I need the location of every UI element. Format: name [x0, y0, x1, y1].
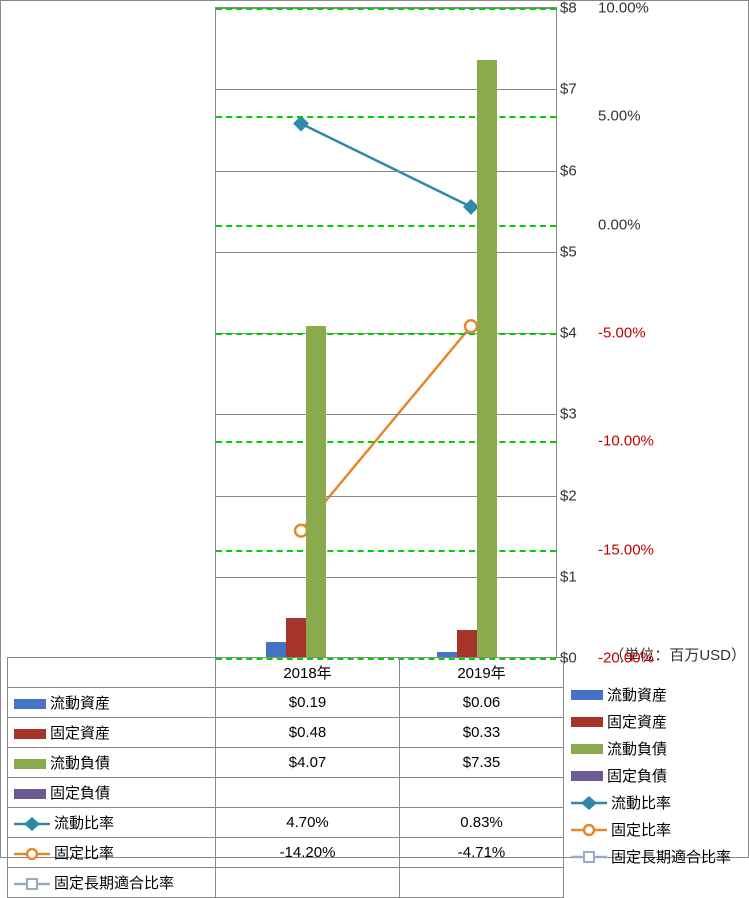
y1-tick-label: $1 [560, 568, 592, 585]
data-table: 2018年 2019年 流動資産$0.19$0.06固定資産$0.48$0.33… [7, 657, 564, 898]
series-name: 流動資産 [50, 695, 110, 712]
legend-label: 固定負債 [607, 765, 667, 786]
series-name: 流動比率 [54, 815, 114, 832]
y1-tick-label: $8 [560, 0, 592, 17]
legend-item: 流動資産 [571, 681, 747, 708]
series-name: 流動負債 [50, 755, 110, 772]
col-2018: 2018年 [216, 658, 400, 688]
chart-area: （単位：百万USD） $0$1$2$3$4$5$6$7$8-20.00%-15.… [7, 7, 564, 657]
bar-流動負債 [477, 60, 497, 657]
y1-tick-label: $0 [560, 650, 592, 667]
y2-tick-label: 10.00% [598, 0, 656, 17]
legend-label: 固定資産 [607, 711, 667, 732]
legend-label: 流動負債 [607, 738, 667, 759]
y2-tick-label: 0.00% [598, 216, 656, 233]
y2-tick-label: -5.00% [598, 325, 656, 342]
table-row: 流動資産$0.19$0.06 [8, 688, 564, 718]
col-2019: 2019年 [400, 658, 564, 688]
y2-tick-label: -10.00% [598, 433, 656, 450]
series-name: 固定比率 [54, 845, 114, 862]
legend-item: 固定長期適合比率 [571, 843, 747, 870]
y1-tick-label: $6 [560, 162, 592, 179]
legend-item: 流動負債 [571, 735, 747, 762]
y1-tick-label: $3 [560, 406, 592, 423]
legend-label: 流動比率 [611, 792, 671, 813]
y2-tick-label: -15.00% [598, 541, 656, 558]
legend-label: 固定長期適合比率 [611, 846, 731, 867]
table-row: 固定長期適合比率 [8, 868, 564, 898]
y1-tick-label: $5 [560, 243, 592, 260]
bar-固定資産 [286, 618, 306, 657]
table-row: 固定比率-14.20%-4.71% [8, 838, 564, 868]
y1-tick-label: $4 [560, 325, 592, 342]
plot-area: （単位：百万USD） $0$1$2$3$4$5$6$7$8-20.00%-15.… [215, 7, 557, 657]
legend-item: 流動比率 [571, 789, 747, 816]
bar-流動資産 [266, 642, 286, 657]
y1-tick-label: $7 [560, 81, 592, 98]
table-row: 流動負債$4.07$7.35 [8, 748, 564, 778]
legend-item: 固定比率 [571, 816, 747, 843]
series-name: 固定資産 [50, 725, 110, 742]
legend-right: 流動資産固定資産流動負債固定負債流動比率固定比率固定長期適合比率 [571, 681, 747, 870]
y1-tick-label: $2 [560, 487, 592, 504]
legend-item: 固定資産 [571, 708, 747, 735]
legend-item: 固定負債 [571, 762, 747, 789]
table-corner [8, 658, 216, 688]
legend-label: 固定比率 [611, 819, 671, 840]
y2-tick-label: -20.00% [598, 650, 656, 667]
table-row: 固定資産$0.48$0.33 [8, 718, 564, 748]
chart-container: （単位：百万USD） $0$1$2$3$4$5$6$7$8-20.00%-15.… [0, 0, 749, 858]
table-header-row: 2018年 2019年 [8, 658, 564, 688]
y2-tick-label: 5.00% [598, 108, 656, 125]
table-row: 固定負債 [8, 778, 564, 808]
legend-label: 流動資産 [607, 684, 667, 705]
table-row: 流動比率4.70%0.83% [8, 808, 564, 838]
bar-固定資産 [457, 630, 477, 657]
bar-流動負債 [306, 326, 326, 657]
series-name: 固定長期適合比率 [54, 875, 174, 892]
series-name: 固定負債 [50, 785, 110, 802]
